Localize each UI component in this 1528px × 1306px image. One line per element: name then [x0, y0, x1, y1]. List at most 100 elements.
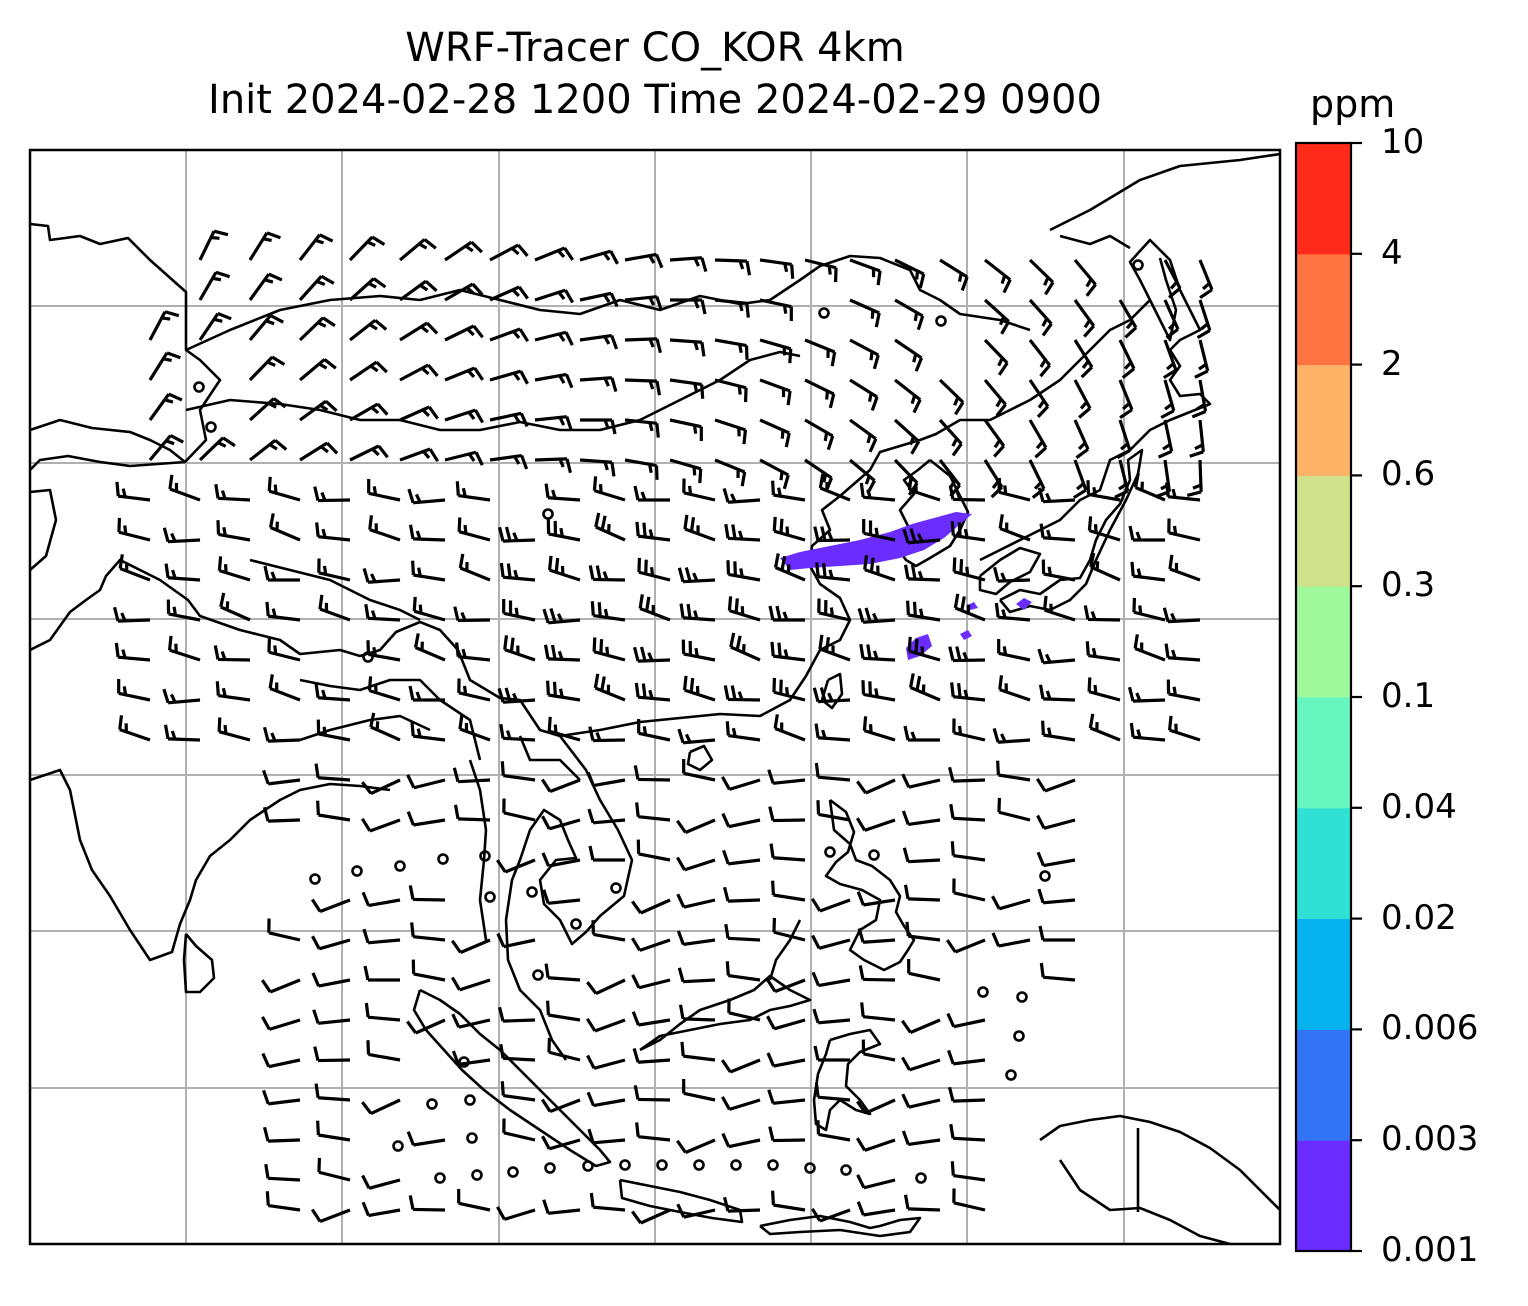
wind-barb: [818, 473, 851, 502]
wind-barb: [630, 937, 671, 952]
calm-wind-marker: [1005, 1069, 1017, 1081]
wind-barb: [907, 636, 941, 662]
wind-barb: [636, 839, 671, 862]
wind-barb: [214, 483, 251, 502]
wind-barb: [633, 765, 671, 782]
wind-barb: [408, 1195, 446, 1212]
wind-barb: [947, 1086, 986, 1103]
wind-barb: [1041, 720, 1076, 742]
wind-barb: [770, 641, 806, 662]
wind-barb: [856, 1201, 896, 1217]
wind-barb: [907, 959, 941, 982]
country-borders: [185, 254, 1031, 781]
wind-barb: [542, 1199, 581, 1215]
calm-wind-marker: [526, 886, 538, 898]
wind-barb: [1164, 643, 1201, 662]
wind-barb: [894, 298, 925, 331]
colorbar-segment: [1296, 475, 1351, 587]
calm-wind-marker: [935, 315, 947, 327]
wind-barb: [216, 520, 251, 542]
wind-barb: [859, 643, 896, 662]
wind-barb: [812, 1008, 851, 1025]
wind-barb: [260, 978, 301, 994]
wind-barb: [1035, 777, 1076, 793]
wind-barb: [769, 843, 806, 862]
wind-barb: [723, 685, 761, 702]
wind-barb: [349, 444, 389, 462]
wind-barb: [497, 1006, 536, 1023]
wind-barb: [856, 1098, 896, 1115]
wind-barb: [544, 483, 581, 502]
wind-barb: [1167, 518, 1201, 542]
wind-barb: [768, 1126, 806, 1143]
wind-barb: [998, 514, 1031, 542]
wind-barb: [907, 475, 941, 502]
wind-barb: [720, 1058, 761, 1074]
wind-barb: [677, 567, 716, 584]
wind-barb: [997, 797, 1031, 822]
coastline-java: [618, 1178, 922, 1238]
wind-barb: [299, 399, 338, 422]
wind-barb: [817, 598, 851, 622]
wind-barb: [983, 419, 1006, 458]
wind-barb: [348, 235, 386, 262]
wind-barb: [1036, 814, 1076, 830]
wind-barb: [997, 477, 1031, 502]
wind-barb: [908, 673, 941, 702]
coastline-far-east: [1049, 152, 1280, 250]
wind-barb: [115, 481, 151, 502]
wind-barb: [948, 646, 986, 663]
wind-barb: [198, 229, 229, 261]
wind-barb: [683, 514, 716, 542]
colorbar-segment: [1296, 807, 1351, 920]
wind-barb: [676, 856, 716, 872]
wind-barb: [901, 1056, 941, 1072]
wind-barb: [316, 1120, 351, 1142]
colorbar-unit-label: ppm: [1310, 82, 1396, 126]
wind-barb: [1118, 299, 1138, 339]
wind-barb: [534, 246, 575, 262]
wind-barb: [547, 1037, 581, 1062]
calm-wind-marker: [434, 1172, 446, 1184]
wind-barb: [587, 1128, 626, 1145]
wind-barb: [939, 258, 969, 291]
wind-barb: [313, 486, 351, 503]
calm-wind-marker: [582, 1160, 594, 1172]
wind-barb: [862, 519, 896, 542]
wind-barb: [489, 369, 529, 385]
wind-barb: [263, 565, 300, 582]
colorbar-tick-label: 0.003: [1381, 1119, 1479, 1160]
wind-barb: [771, 480, 806, 502]
wind-barb: [590, 601, 626, 622]
calm-wind-marker: [484, 891, 496, 903]
wind-barb: [368, 515, 401, 542]
wind-barb: [1129, 722, 1166, 742]
wind-barb: [198, 270, 231, 301]
wind-barb: [1042, 595, 1076, 622]
tracer-patch: [960, 630, 972, 640]
wind-barb: [298, 316, 336, 342]
wind-barb: [1162, 339, 1178, 380]
wind-barb: [952, 718, 986, 742]
wind-barb: [632, 1048, 671, 1064]
wind-barb: [816, 1120, 851, 1142]
wind-barb: [1186, 459, 1203, 498]
wind-barb: [677, 728, 716, 745]
wind-barb: [772, 516, 806, 542]
wind-barb: [407, 488, 446, 505]
wind-barb: [542, 608, 581, 625]
wind-barb: [546, 519, 581, 542]
wind-barb: [682, 759, 716, 782]
wind-barb: [816, 800, 851, 822]
wind-barb: [534, 330, 574, 346]
calm-wind-marker: [426, 1098, 438, 1110]
wind-barb: [1028, 419, 1048, 459]
wind-barb: [714, 298, 750, 318]
wind-barb: [1130, 561, 1166, 582]
wind-barb: [849, 378, 879, 411]
wind-barb: [299, 441, 339, 462]
wind-barb: [811, 971, 851, 988]
wind-barb: [547, 716, 581, 742]
wind-barb: [579, 333, 619, 350]
wind-barb: [676, 1203, 716, 1219]
